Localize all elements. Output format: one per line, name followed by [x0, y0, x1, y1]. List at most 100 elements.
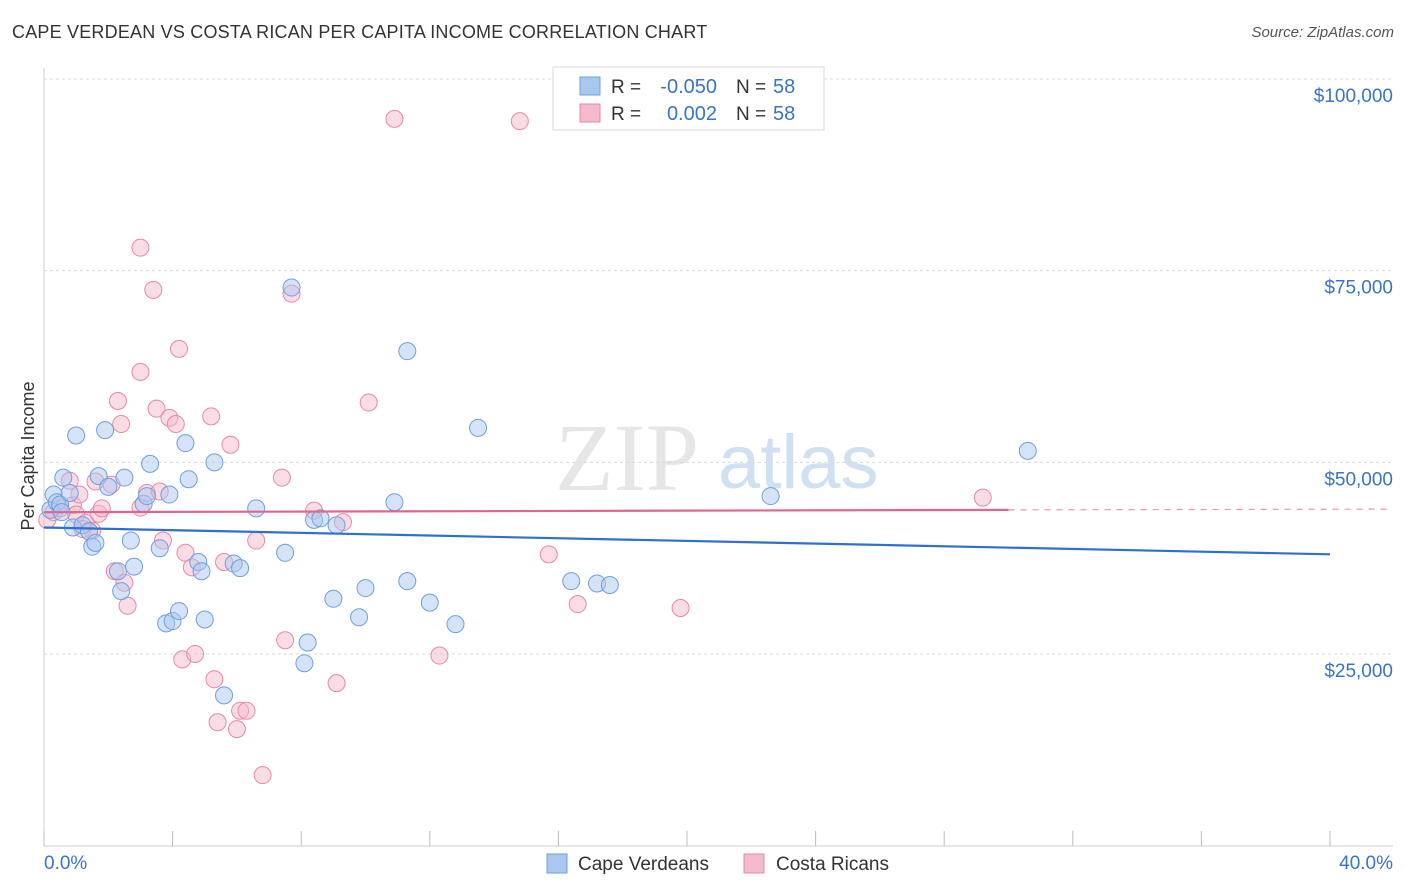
costa-rican-point [247, 531, 266, 550]
costa-rican-point [205, 670, 224, 689]
cape-verdean-point [112, 582, 131, 601]
trend-lines [43, 508, 1391, 556]
legend-r-label: R = [611, 104, 641, 125]
costa-rican-point [170, 339, 189, 358]
cape-verdean-point [141, 454, 160, 473]
costa-rican-point [359, 393, 378, 412]
costa-rican-point [221, 435, 240, 454]
costa-ricans-trend-line [43, 508, 1009, 514]
cape-verdean-point [398, 342, 417, 361]
legend-r-label: R = [611, 77, 641, 98]
cape-verdean-point [282, 278, 301, 297]
cape-verdean-point [86, 533, 105, 552]
costa-rican-point [276, 631, 295, 650]
axes [43, 68, 1393, 847]
cape-verdean-point [356, 579, 375, 598]
cape-verdeans-points [41, 278, 1037, 705]
y-tick-label: $50,000 [1324, 469, 1393, 490]
costa-rican-point [144, 280, 163, 299]
cape-verdean-point [179, 470, 198, 489]
x-tick-label-max: 40.0% [1339, 853, 1393, 874]
costa-rican-point [237, 701, 256, 720]
y-tick-label: $75,000 [1324, 278, 1393, 299]
legend-n-value: 58 [773, 76, 795, 98]
cape-verdean-point [176, 434, 195, 453]
cape-verdean-point [562, 572, 581, 591]
watermark-zip: ZIP [555, 404, 699, 511]
cape-verdean-point [311, 509, 330, 528]
legend-n-value: 58 [773, 103, 795, 125]
cape-verdean-point [115, 468, 134, 487]
cape-verdean-point [298, 633, 317, 652]
bottom-legend-swatch-blue [546, 853, 568, 874]
cape-verdean-point [160, 485, 179, 504]
cape-verdean-point [54, 468, 73, 487]
costa-rican-point [202, 407, 221, 426]
source-label: Source: ZipAtlas.com [1251, 24, 1394, 41]
cape-verdean-point [247, 499, 266, 518]
costa-rican-point [539, 545, 558, 564]
legend-r-value: 0.002 [667, 103, 717, 125]
cape-verdean-point [60, 484, 79, 502]
cape-verdean-point [192, 562, 211, 581]
cape-verdeans-trend-line [43, 526, 1331, 556]
cape-verdean-point [469, 418, 488, 437]
cape-verdean-point [67, 426, 86, 445]
costa-rican-point [131, 238, 150, 257]
cape-verdean-point [137, 487, 156, 506]
costa-rican-point [385, 109, 404, 128]
correlation-legend: R = -0.050 N = 58 R = 0.002 N = 58 [552, 66, 825, 131]
x-tick-label-min: 0.0% [44, 853, 87, 874]
costa-rican-point [186, 645, 205, 663]
costa-ricans-points [38, 109, 992, 785]
cape-verdean-point [446, 615, 465, 634]
cape-verdean-point [276, 543, 295, 562]
bottom-legend-swatch-pink [743, 853, 765, 874]
legend-swatch-blue [579, 76, 601, 96]
costa-rican-point [108, 392, 127, 410]
legend-n-label: N = [736, 104, 766, 125]
cape-verdean-point [350, 608, 369, 627]
cape-verdean-point [327, 516, 346, 535]
costa-rican-point [208, 713, 227, 732]
cape-verdean-point [125, 557, 144, 576]
chart-title: CAPE VERDEAN VS COSTA RICAN PER CAPITA I… [12, 22, 708, 42]
legend-r-value: -0.050 [660, 76, 717, 98]
cape-verdean-point [215, 686, 234, 705]
costa-rican-point [227, 720, 246, 739]
costa-rican-point [112, 415, 131, 433]
series-legend: Cape Verdeans Costa Ricans [546, 853, 889, 875]
cape-verdean-point [398, 572, 417, 591]
cape-verdean-point [108, 562, 127, 581]
cape-verdean-point [295, 654, 314, 673]
y-tick-label: $25,000 [1324, 661, 1393, 682]
costa-ricans-trend-extension [1008, 508, 1391, 511]
cape-verdean-point [385, 493, 404, 512]
legend-swatch-pink [579, 103, 601, 123]
cape-verdean-point [205, 453, 224, 472]
costa-rican-point [253, 766, 272, 785]
cape-verdean-point [761, 487, 780, 506]
cape-verdean-point [420, 593, 439, 612]
y-tick-label: $100,000 [1314, 86, 1393, 107]
costa-rican-point [671, 599, 690, 617]
bottom-legend-cape-verdeans: Cape Verdeans [578, 854, 709, 875]
costa-rican-point [147, 399, 166, 418]
watermark-atlas: atlas [718, 420, 879, 505]
costa-rican-point [430, 646, 449, 665]
cape-verdean-point [150, 539, 169, 558]
cape-verdean-point [231, 559, 250, 578]
costa-rican-point [92, 499, 111, 518]
y-axis-label: Per Capita Income [18, 381, 38, 530]
bottom-legend-costa-ricans: Costa Ricans [776, 854, 889, 875]
cape-verdean-point [99, 477, 118, 496]
costa-rican-point [272, 468, 291, 487]
costa-rican-point [166, 415, 185, 433]
costa-rican-point [327, 674, 346, 693]
costa-rican-point [973, 488, 992, 507]
cape-verdean-point [324, 589, 343, 608]
costa-rican-point [131, 362, 150, 381]
cape-verdean-point [121, 531, 140, 550]
cape-verdean-point [96, 421, 115, 440]
